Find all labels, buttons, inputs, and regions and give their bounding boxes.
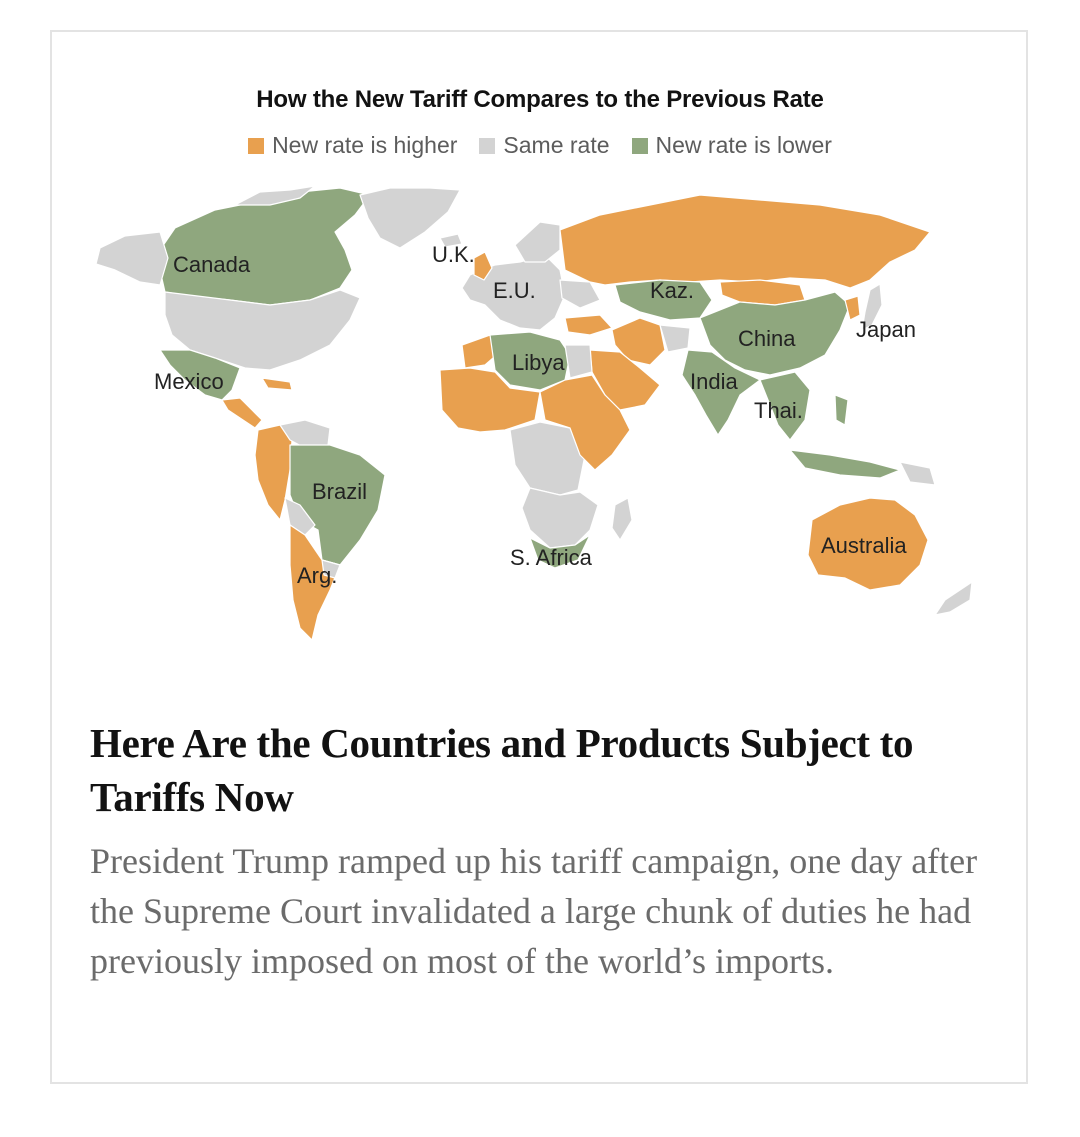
region-bolivia[interactable]	[284, 497, 316, 536]
region-greenland[interactable]	[359, 187, 461, 249]
region-india[interactable]	[681, 349, 761, 436]
label-mexico: Mexico	[154, 369, 224, 394]
legend-label-lower: New rate is lower	[655, 132, 832, 158]
region-japan[interactable]	[861, 283, 883, 331]
region-turkey[interactable]	[564, 314, 613, 336]
label-libya: Libya	[512, 350, 565, 375]
label-arg: Arg.	[297, 563, 337, 588]
region-arabia[interactable]	[589, 349, 661, 411]
legend-label-same: Same rate	[503, 132, 610, 158]
region-southern-africa[interactable]	[521, 487, 599, 549]
region-scandinavia[interactable]	[514, 221, 561, 263]
region-uruguay[interactable]	[321, 559, 341, 579]
label-eu: E.U.	[493, 278, 536, 303]
region-egypt[interactable]	[564, 344, 593, 379]
region-papua[interactable]	[899, 461, 936, 486]
region-central-africa[interactable]	[509, 421, 586, 496]
region-caribbean[interactable]	[261, 377, 293, 391]
region-afghanistan[interactable]	[659, 324, 691, 353]
label-canada: Canada	[173, 252, 251, 277]
region-iceland[interactable]	[439, 233, 463, 248]
region-iran[interactable]	[611, 317, 666, 366]
map-title: How the New Tariff Compares to the Previ…	[256, 86, 824, 113]
region-uk[interactable]	[473, 251, 493, 281]
region-alaska[interactable]	[95, 231, 169, 286]
label-safrica: S. Africa	[510, 545, 593, 570]
region-arctic-islands[interactable]	[234, 185, 316, 206]
article-headline[interactable]: Here Are the Countries and Products Subj…	[90, 720, 914, 820]
region-russia[interactable]	[559, 194, 931, 289]
region-west-africa[interactable]	[439, 367, 541, 433]
label-australia: Australia	[821, 533, 907, 558]
world-map[interactable]: Canada U.K. E.U. Kaz. Japan China Libya …	[0, 0, 1080, 700]
legend-swatch-same	[479, 137, 496, 154]
region-ukraine[interactable]	[559, 279, 601, 309]
legend-swatch-lower	[631, 137, 648, 154]
region-madagascar[interactable]	[611, 497, 633, 541]
legend-swatch-higher	[248, 137, 265, 154]
region-philippines[interactable]	[834, 394, 849, 426]
map-legend: New rate is higher Same rate New rate is…	[0, 132, 1080, 159]
legend-label-higher: New rate is higher	[272, 132, 458, 158]
label-china: China	[738, 326, 796, 351]
region-argentina[interactable]	[289, 524, 341, 641]
region-korea[interactable]	[844, 295, 861, 321]
region-south-africa[interactable]	[529, 534, 591, 569]
region-east-africa[interactable]	[539, 374, 631, 471]
region-mongolia[interactable]	[719, 279, 806, 306]
region-new-zealand[interactable]	[934, 581, 973, 616]
label-brazil: Brazil	[312, 479, 367, 504]
region-central-america[interactable]	[221, 397, 263, 429]
legend-item-higher: New rate is higher	[248, 132, 457, 159]
label-japan: Japan	[856, 317, 916, 342]
region-indonesia[interactable]	[789, 449, 901, 479]
region-china[interactable]	[699, 291, 851, 376]
region-mexico[interactable]	[159, 349, 241, 401]
legend-item-same: Same rate	[479, 132, 610, 159]
region-southeast-asia[interactable]	[759, 371, 811, 441]
region-morocco[interactable]	[461, 334, 501, 369]
label-thai: Thai.	[754, 398, 803, 423]
label-india: India	[690, 369, 738, 394]
article-summary: President Trump ramped up his tariff cam…	[90, 841, 978, 981]
region-australia[interactable]	[807, 497, 929, 591]
legend-item-lower: New rate is lower	[631, 132, 832, 159]
label-uk: U.K.	[432, 242, 475, 267]
label-kaz: Kaz.	[650, 278, 694, 303]
region-usa[interactable]	[164, 289, 361, 371]
